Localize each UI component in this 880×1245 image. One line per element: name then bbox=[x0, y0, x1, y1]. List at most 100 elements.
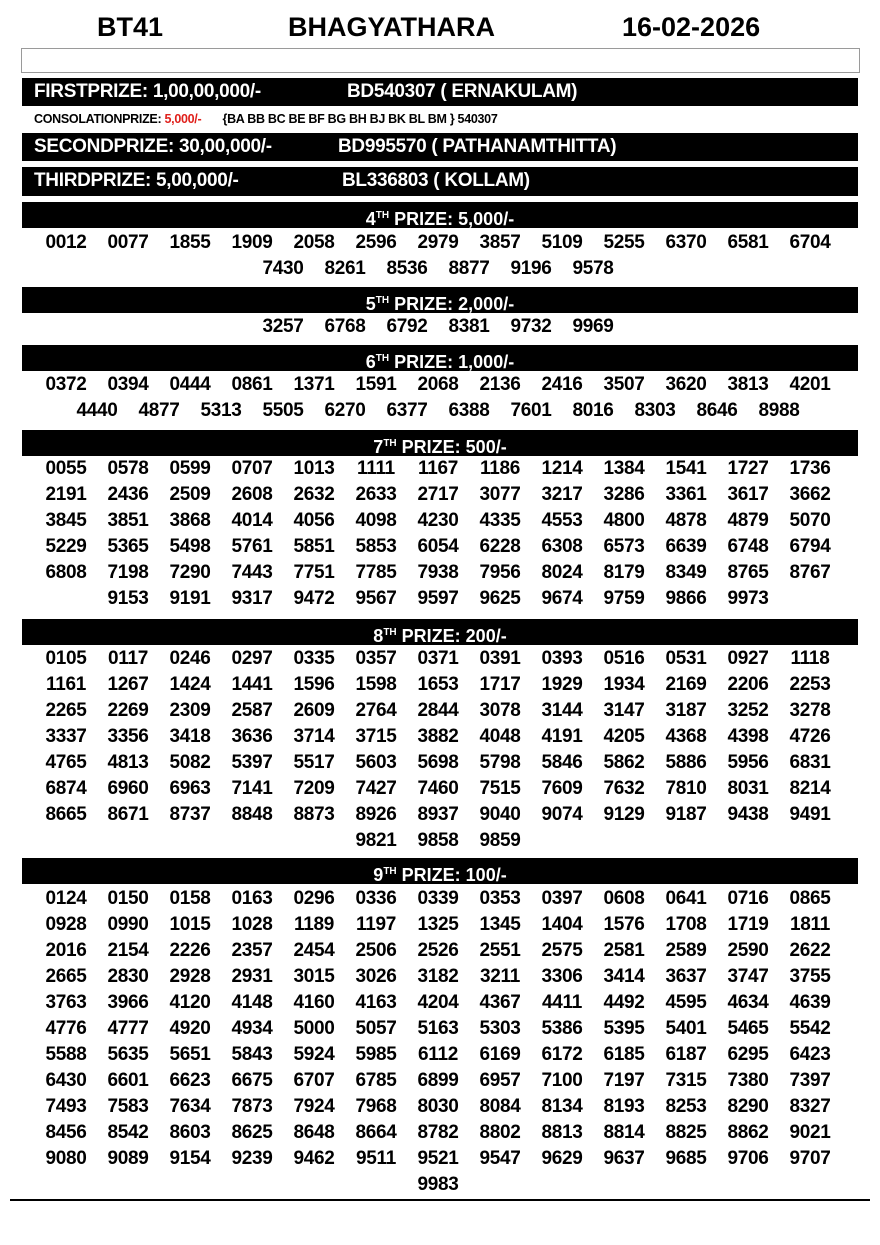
winning-number: 9629 bbox=[541, 1148, 583, 1169]
winning-number: 4726 bbox=[789, 726, 831, 747]
winning-number: 1653 bbox=[417, 674, 459, 695]
prize-ordinal-suffix: TH bbox=[375, 295, 390, 306]
winning-number: 3182 bbox=[417, 966, 459, 987]
winning-number: 5229 bbox=[45, 536, 87, 557]
winning-number: 6831 bbox=[789, 752, 831, 773]
winning-number: 5651 bbox=[169, 1044, 211, 1065]
winning-number: 8664 bbox=[355, 1122, 397, 1143]
winning-number: 3257 bbox=[262, 316, 304, 337]
winning-number: 2309 bbox=[169, 700, 211, 721]
winning-number: 1118 bbox=[790, 648, 830, 669]
winning-number: 3845 bbox=[45, 510, 87, 531]
winning-number: 6963 bbox=[169, 778, 211, 799]
winning-number: 6228 bbox=[479, 536, 521, 557]
winning-number: 6430 bbox=[45, 1070, 87, 1091]
winning-number: 3356 bbox=[107, 726, 149, 747]
winning-number: 1325 bbox=[417, 914, 459, 935]
winning-number: 3715 bbox=[355, 726, 397, 747]
prize-ordinal: 8 bbox=[373, 626, 384, 646]
winning-number: 3418 bbox=[169, 726, 211, 747]
winning-number: 8825 bbox=[665, 1122, 707, 1143]
winning-number: 5517 bbox=[293, 752, 335, 773]
winning-number: 9567 bbox=[355, 588, 397, 609]
winning-number: 3868 bbox=[169, 510, 211, 531]
winning-number: 7924 bbox=[293, 1096, 335, 1117]
winning-number: 5985 bbox=[355, 1044, 397, 1065]
winning-number: 5635 bbox=[107, 1044, 149, 1065]
winning-number: 1186 bbox=[479, 458, 521, 479]
winning-number: 9040 bbox=[479, 804, 521, 825]
winning-number: 2253 bbox=[789, 674, 831, 695]
winning-number: 3637 bbox=[665, 966, 707, 987]
winning-number: 5603 bbox=[355, 752, 397, 773]
winning-number: 2928 bbox=[169, 966, 211, 987]
winning-number: 5498 bbox=[169, 536, 211, 557]
winning-number: 9491 bbox=[789, 804, 831, 825]
winning-number: 4191 bbox=[541, 726, 583, 747]
winning-number: 3337 bbox=[45, 726, 87, 747]
winning-number: 2526 bbox=[417, 940, 459, 961]
winning-number: 1596 bbox=[293, 674, 335, 695]
winning-number: 5851 bbox=[293, 536, 335, 557]
winning-number: 8381 bbox=[448, 316, 490, 337]
winning-number: 0861 bbox=[231, 374, 273, 395]
prize-ordinal-suffix: TH bbox=[375, 353, 390, 364]
winning-number: 4367 bbox=[479, 992, 521, 1013]
winning-number: 2506 bbox=[355, 940, 397, 961]
winning-number: 9154 bbox=[169, 1148, 211, 1169]
prize-ordinal: 7 bbox=[373, 437, 384, 457]
winning-number: 4163 bbox=[355, 992, 397, 1013]
winning-number: 7785 bbox=[355, 562, 397, 583]
winning-number: 6960 bbox=[107, 778, 149, 799]
winning-number: 0296 bbox=[293, 888, 335, 909]
winning-number: 2622 bbox=[789, 940, 831, 961]
winning-number: 6707 bbox=[293, 1070, 335, 1091]
winning-number: 8646 bbox=[696, 400, 738, 421]
winning-number: 6172 bbox=[541, 1044, 583, 1065]
winning-number: 6185 bbox=[603, 1044, 645, 1065]
winning-number: 9707 bbox=[789, 1148, 831, 1169]
winning-number: 6054 bbox=[417, 536, 459, 557]
winning-number: 1727 bbox=[727, 458, 769, 479]
winning-number: 0599 bbox=[169, 458, 211, 479]
winning-number: 5303 bbox=[479, 1018, 521, 1039]
winning-number: 5862 bbox=[603, 752, 645, 773]
winning-number: 6112 bbox=[417, 1044, 459, 1065]
winning-number: 2830 bbox=[107, 966, 149, 987]
prize-header-6: 6TH PRIZE: 1,000/- bbox=[22, 345, 858, 372]
winning-number: 8648 bbox=[293, 1122, 335, 1143]
winning-number: 4014 bbox=[231, 510, 273, 531]
winning-number: 1189 bbox=[293, 914, 335, 935]
winning-number: 3078 bbox=[479, 700, 521, 721]
winning-number: 8625 bbox=[231, 1122, 273, 1143]
winning-number: 8016 bbox=[572, 400, 614, 421]
winning-number: 7197 bbox=[603, 1070, 645, 1091]
winning-number: 7956 bbox=[479, 562, 521, 583]
prize-ordinal: 4 bbox=[365, 209, 376, 229]
winning-number: 9969 bbox=[572, 316, 614, 337]
prize-label: PRIZE: 2,000/- bbox=[394, 294, 515, 314]
winning-number: 9191 bbox=[169, 588, 211, 609]
winning-number: 1424 bbox=[169, 674, 211, 695]
winning-number: 7100 bbox=[541, 1070, 583, 1091]
winning-number: 6308 bbox=[541, 536, 583, 557]
winning-number: 0397 bbox=[541, 888, 583, 909]
consolation-prize: CONSOLATIONPRIZE: 5,000/- {BA BB BC BE B… bbox=[34, 112, 498, 126]
winning-number: 8193 bbox=[603, 1096, 645, 1117]
prize-ordinal: 6 bbox=[365, 352, 376, 372]
prize-numbers-6: 0372 0394 0444 0861 1371 1591 2068 2136 2416 3507… bbox=[35, 372, 841, 424]
winning-number: 2191 bbox=[45, 484, 87, 505]
winning-number: 1717 bbox=[479, 674, 521, 695]
lottery-name: BHAGYATHARA bbox=[288, 12, 496, 42]
winning-number: 1015 bbox=[169, 914, 211, 935]
winning-number: 5070 bbox=[789, 510, 831, 531]
winning-number: 2633 bbox=[355, 484, 397, 505]
winning-number: 7397 bbox=[789, 1070, 831, 1091]
winning-number: 4777 bbox=[107, 1018, 149, 1039]
winning-number: 9021 bbox=[789, 1122, 831, 1143]
winning-number: 6794 bbox=[789, 536, 831, 557]
winning-number: 0124 bbox=[45, 888, 87, 909]
winning-number: 3851 bbox=[107, 510, 149, 531]
winning-number: 2590 bbox=[727, 940, 769, 961]
winning-number: 7583 bbox=[107, 1096, 149, 1117]
